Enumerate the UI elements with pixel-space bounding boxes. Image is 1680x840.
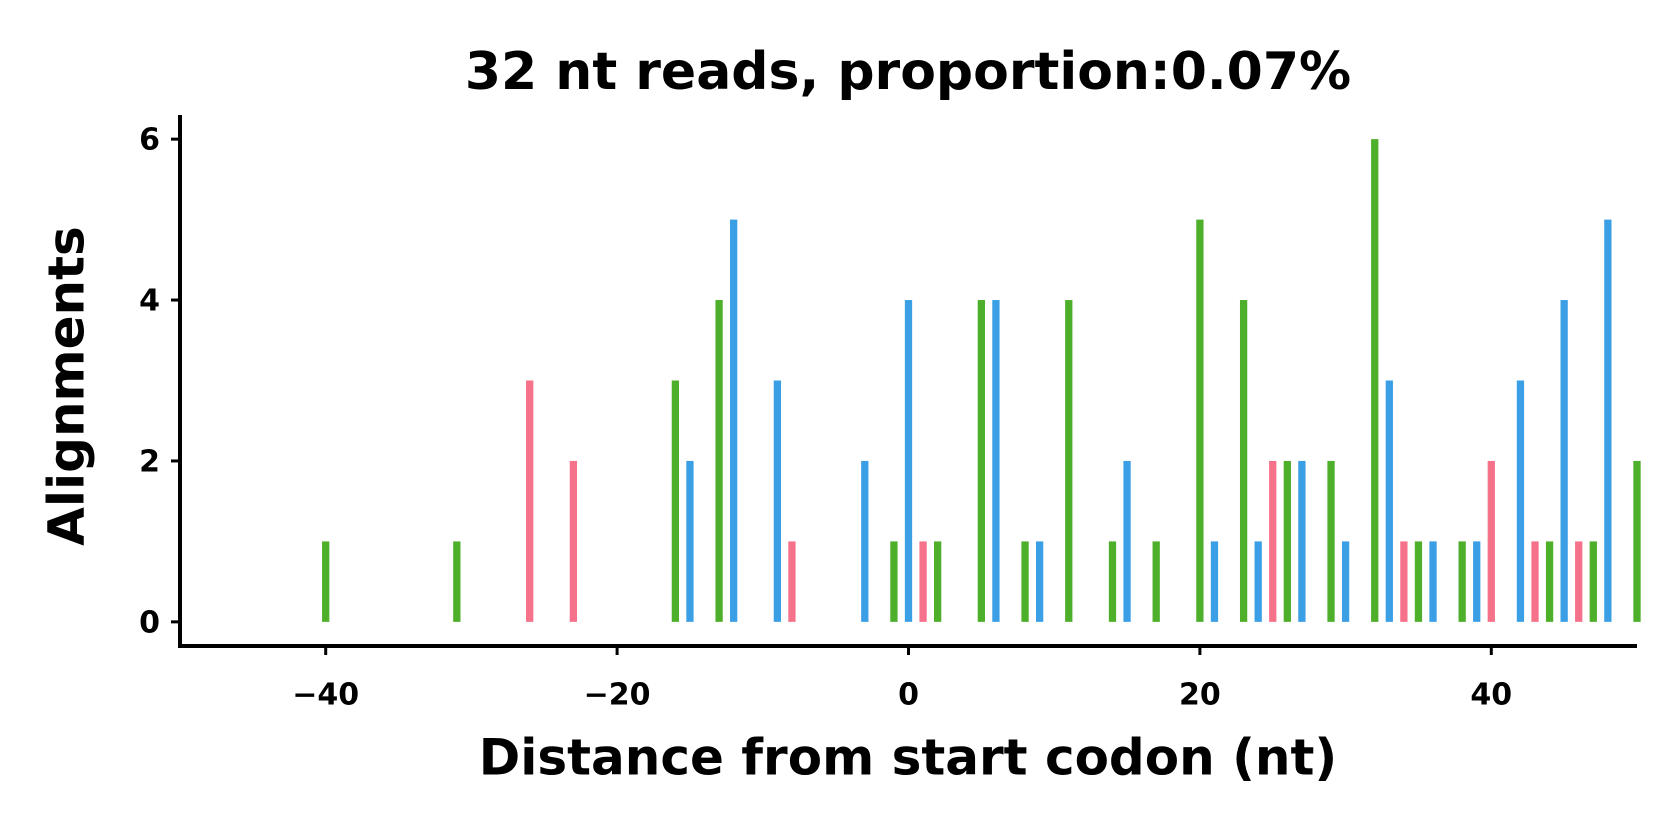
bar [715,300,723,622]
bar [992,300,1000,622]
bar [1385,380,1393,622]
bar [1575,541,1583,622]
bar [977,300,985,622]
bar [1531,541,1539,622]
bar [1210,541,1219,622]
bar [1473,541,1481,622]
bar [671,380,680,622]
bar [453,541,461,622]
bar [1298,460,1306,622]
x-tick-label: 40 [1470,678,1512,713]
bar [322,541,330,622]
x-axis-label: Distance from start codon (nt) [479,729,1338,787]
bar [1123,460,1131,622]
bar [919,541,927,622]
bar [1065,300,1073,622]
x-tick-label: 20 [1179,678,1221,713]
bar [1633,460,1641,622]
bar [890,541,898,622]
bar [1371,139,1379,622]
bar [773,380,782,622]
bar [686,460,694,622]
bar [1545,541,1554,622]
bar [1239,300,1248,622]
bar [1589,541,1597,622]
y-tick-label: 2 [139,444,160,479]
bar [1327,460,1335,622]
bar [1458,541,1466,622]
bar [1414,541,1423,622]
bar [904,300,913,622]
y-axis-label: Alignments [38,226,96,546]
bar [1196,219,1204,622]
x-tick-label: 0 [898,678,919,713]
bar [1604,219,1612,622]
x-tick-label: −40 [292,678,359,713]
bar [1560,300,1568,622]
bar [1400,541,1408,622]
bar [1152,541,1160,622]
bar [526,380,534,622]
y-tick-label: 4 [139,284,160,319]
bar [1516,380,1525,622]
bar [1108,541,1117,622]
bar [1035,541,1044,622]
bar [1021,541,1029,622]
y-tick-label: 6 [139,123,160,158]
bar [788,541,796,622]
bar [933,541,942,622]
bar [569,460,578,622]
bar [1269,460,1277,622]
bar [1254,541,1262,622]
bar [1487,460,1495,622]
chart-title: 32 nt reads, proportion:0.07% [465,42,1351,102]
x-tick-label: −20 [584,678,651,713]
bar [1283,460,1291,622]
bar [1429,541,1437,622]
bar [730,219,738,622]
bar [1341,541,1350,622]
bar [861,460,869,622]
y-tick-label: 0 [139,605,160,640]
